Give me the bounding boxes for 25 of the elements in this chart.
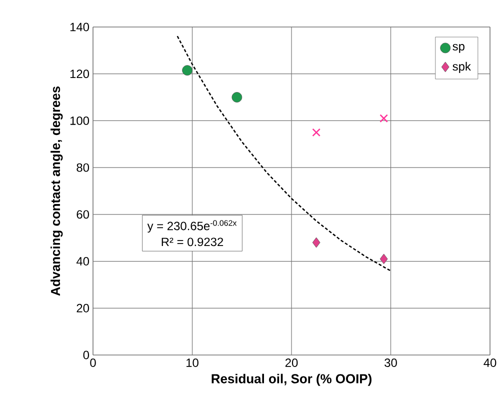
- point: [312, 237, 320, 248]
- point: [232, 92, 242, 102]
- y-tick-label: 40: [76, 257, 90, 266]
- y-tick-label: 120: [70, 70, 90, 78]
- x-tick-label: 20: [285, 358, 298, 367]
- x-tick-label: 10: [186, 358, 198, 367]
- legend-label: spk: [452, 62, 471, 74]
- annotation: y = 230.65e$^{-0.062x}$: [147, 220, 237, 233]
- x-axis-title: Residual oil, Sor (% OOIP): [212, 374, 372, 386]
- y-tick-label: 20: [76, 304, 90, 312]
- y-tick-label: 0: [83, 350, 90, 360]
- annotation: R² = 0.9232: [162, 238, 224, 246]
- x-tick-label: 30: [384, 358, 397, 367]
- point: [312, 128, 320, 137]
- x-tick-label: 0: [90, 358, 96, 367]
- legend-label: sp: [452, 44, 464, 53]
- point: [182, 65, 192, 76]
- point: [380, 254, 388, 264]
- y-tick-label: 60: [76, 210, 90, 219]
- point: [380, 114, 388, 123]
- y-tick-label: 140: [70, 22, 90, 32]
- y-axis-title: Advancing contact angle, degrees: [50, 86, 63, 296]
- y-tick-label: 100: [70, 116, 90, 125]
- y-tick-label: 80: [76, 163, 90, 172]
- x-tick-label: 40: [484, 358, 496, 367]
